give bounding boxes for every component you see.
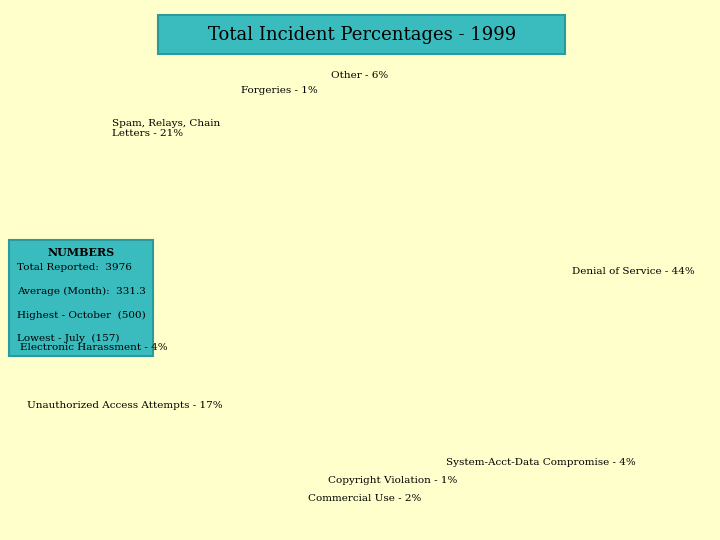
Text: Highest - October  (500): Highest - October (500): [17, 310, 146, 320]
Text: Forgeries - 1%: Forgeries - 1%: [241, 86, 318, 96]
Text: Spam, Relays, Chain
Letters - 21%: Spam, Relays, Chain Letters - 21%: [112, 119, 220, 138]
FancyBboxPatch shape: [9, 240, 153, 356]
Text: Other - 6%: Other - 6%: [331, 71, 389, 80]
Text: System-Acct-Data Compromise - 4%: System-Acct-Data Compromise - 4%: [446, 458, 636, 467]
Text: Average (Month):  331.3: Average (Month): 331.3: [17, 287, 146, 296]
Text: Electronic Harassment - 4%: Electronic Harassment - 4%: [20, 343, 168, 352]
Text: Unauthorized Access Attempts - 17%: Unauthorized Access Attempts - 17%: [27, 401, 223, 410]
FancyBboxPatch shape: [158, 15, 565, 54]
Text: Total Reported:  3976: Total Reported: 3976: [17, 263, 132, 272]
Text: NUMBERS: NUMBERS: [47, 247, 114, 258]
Text: Total Incident Percentages - 1999: Total Incident Percentages - 1999: [207, 25, 516, 44]
Text: Copyright Violation - 1%: Copyright Violation - 1%: [328, 476, 457, 485]
Text: Denial of Service - 44%: Denial of Service - 44%: [572, 267, 695, 276]
Text: Lowest - July  (157): Lowest - July (157): [17, 334, 120, 343]
Text: Commercial Use - 2%: Commercial Use - 2%: [308, 494, 421, 503]
